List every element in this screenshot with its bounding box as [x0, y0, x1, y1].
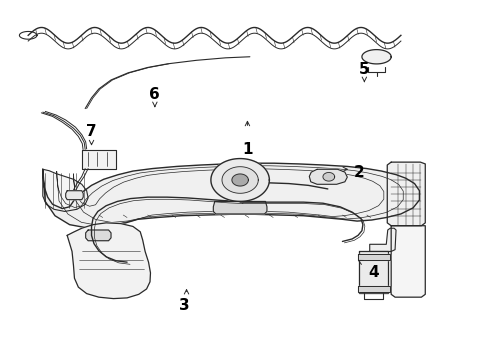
Text: 7: 7	[86, 124, 97, 139]
Polygon shape	[222, 167, 258, 193]
Polygon shape	[232, 174, 248, 186]
Polygon shape	[213, 202, 267, 214]
Text: 1: 1	[242, 142, 253, 157]
Text: 6: 6	[149, 87, 160, 103]
Polygon shape	[360, 251, 388, 293]
Polygon shape	[43, 169, 88, 211]
Polygon shape	[67, 223, 150, 298]
Polygon shape	[309, 169, 347, 184]
Polygon shape	[82, 150, 116, 169]
Polygon shape	[370, 228, 396, 251]
Polygon shape	[358, 254, 390, 260]
Polygon shape	[43, 163, 419, 228]
Text: 2: 2	[354, 165, 365, 180]
Polygon shape	[66, 191, 83, 200]
Polygon shape	[211, 158, 270, 202]
Text: 5: 5	[359, 63, 369, 77]
Polygon shape	[391, 226, 425, 297]
Polygon shape	[362, 50, 391, 64]
Polygon shape	[86, 230, 111, 241]
Text: 3: 3	[179, 297, 190, 312]
Polygon shape	[387, 162, 425, 226]
Text: 4: 4	[369, 265, 379, 280]
Polygon shape	[358, 286, 390, 292]
Polygon shape	[323, 172, 335, 181]
